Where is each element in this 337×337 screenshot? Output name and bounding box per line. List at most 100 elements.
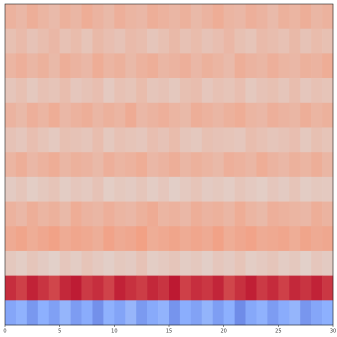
- heatmap-cell: [147, 201, 159, 227]
- heatmap-cell: [59, 53, 71, 79]
- heatmap-cell: [48, 127, 60, 153]
- heatmap-cell: [158, 53, 170, 79]
- heatmap-cell: [201, 300, 214, 326]
- heatmap-cell: [256, 226, 268, 252]
- heatmap-cell: [59, 28, 71, 54]
- heatmap-cell: [169, 102, 181, 128]
- heatmap-cell: [179, 201, 192, 227]
- heatmap-cell: [322, 53, 334, 79]
- heatmap-cells: [5, 4, 334, 326]
- heatmap-cell: [289, 127, 301, 153]
- heatmap-cell: [212, 152, 224, 178]
- heatmap-cell: [114, 102, 126, 128]
- heatmap-cell: [81, 152, 93, 178]
- x-tick-label: 0: [3, 329, 6, 335]
- heatmap-cell: [256, 53, 268, 79]
- heatmap-cell: [169, 275, 181, 301]
- heatmap-cell: [114, 226, 126, 252]
- heatmap-cell: [70, 28, 82, 54]
- heatmap-cell: [59, 226, 71, 252]
- heatmap-cell: [70, 102, 82, 128]
- heatmap-cell: [169, 201, 181, 227]
- heatmap-cell: [48, 53, 60, 79]
- heatmap-cell: [234, 152, 246, 178]
- heatmap-cell: [245, 4, 257, 29]
- x-tick-label: 15: [166, 329, 172, 335]
- heatmap-cell: [234, 300, 246, 326]
- heatmap-cell: [114, 176, 126, 202]
- heatmap-cell: [136, 275, 148, 301]
- heatmap-cell: [179, 152, 192, 178]
- heatmap-cell: [103, 250, 115, 276]
- heatmap-cell: [267, 176, 279, 202]
- heatmap-cell: [300, 275, 312, 301]
- heatmap-cell: [212, 250, 224, 276]
- heatmap-cell: [256, 176, 268, 202]
- heatmap-cell: [201, 127, 214, 153]
- heatmap-cell: [311, 152, 323, 178]
- heatmap-cell: [245, 127, 257, 153]
- heatmap-cell: [15, 226, 28, 252]
- heatmap-cell: [212, 102, 224, 128]
- heatmap-cell: [114, 4, 126, 29]
- heatmap-cell: [278, 4, 290, 29]
- heatmap-cell: [26, 152, 39, 178]
- heatmap-cell: [48, 78, 60, 104]
- heatmap-cell: [26, 127, 39, 153]
- heatmap-cell: [81, 176, 93, 202]
- heatmap-cell: [26, 78, 39, 104]
- heatmap-cell: [201, 102, 214, 128]
- heatmap-cell: [278, 78, 290, 104]
- heatmap-cell: [256, 78, 268, 104]
- heatmap-cell: [300, 226, 312, 252]
- heatmap-cell: [136, 127, 148, 153]
- heatmap-cell: [15, 28, 28, 54]
- heatmap-cell: [147, 53, 159, 79]
- heatmap-cell: [267, 127, 279, 153]
- heatmap-cell: [136, 226, 148, 252]
- heatmap-cell: [278, 176, 290, 202]
- heatmap-cell: [267, 28, 279, 54]
- heatmap-cell: [92, 176, 104, 202]
- heatmap-cell: [103, 78, 115, 104]
- heatmap-cell: [289, 4, 301, 29]
- heatmap-cell: [81, 226, 93, 252]
- heatmap-cell: [311, 300, 323, 326]
- x-tick-label: 30: [330, 329, 336, 335]
- heatmap-cell: [289, 102, 301, 128]
- heatmap-cell: [5, 300, 17, 326]
- heatmap-cell: [158, 176, 170, 202]
- heatmap-cell: [158, 300, 170, 326]
- heatmap-cell: [179, 127, 192, 153]
- heatmap-cell: [92, 201, 104, 227]
- heatmap-cell: [267, 152, 279, 178]
- heatmap-cell: [267, 250, 279, 276]
- heatmap-cell: [223, 275, 235, 301]
- heatmap-cell: [70, 275, 82, 301]
- heatmap-cell: [300, 300, 312, 326]
- heatmap-cell: [245, 275, 257, 301]
- heatmap-cell: [212, 176, 224, 202]
- heatmap-cell: [322, 28, 334, 54]
- heatmap-cell: [103, 4, 115, 29]
- heatmap-cell: [59, 152, 71, 178]
- heatmap-cell: [114, 250, 126, 276]
- heatmap-cell: [245, 226, 257, 252]
- heatmap-cell: [147, 275, 159, 301]
- heatmap-cell: [37, 176, 50, 202]
- heatmap-cell: [179, 28, 192, 54]
- heatmap-cell: [179, 53, 192, 79]
- heatmap-cell: [234, 102, 246, 128]
- heatmap-cell: [169, 53, 181, 79]
- heatmap-cell: [311, 4, 323, 29]
- heatmap-cell: [37, 28, 50, 54]
- heatmap-cell: [103, 152, 115, 178]
- heatmap-cell: [92, 300, 104, 326]
- heatmap-cell: [81, 4, 93, 29]
- heatmap-cell: [125, 275, 137, 301]
- heatmap-cell: [234, 28, 246, 54]
- heatmap-cell: [223, 250, 235, 276]
- heatmap-cell: [26, 201, 39, 227]
- heatmap-cell: [201, 201, 214, 227]
- heatmap-cell: [179, 4, 192, 29]
